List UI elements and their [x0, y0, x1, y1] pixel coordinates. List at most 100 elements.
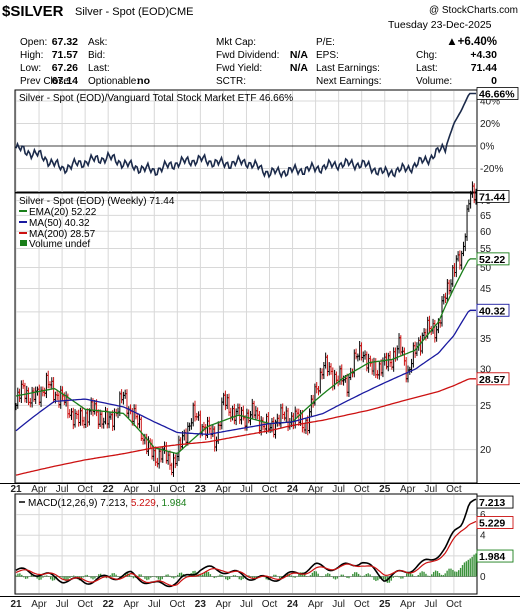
quote-label: Next Earnings: [316, 76, 382, 87]
ratio-y-tick: 20% [480, 119, 500, 130]
macd-last-value: 1.984 [479, 551, 505, 563]
x-tick-label: 21 [10, 599, 22, 610]
macd-last-value-box [476, 516, 514, 529]
legend-swatch-volume [20, 240, 27, 246]
quote-label: Optionable: [88, 76, 139, 87]
ratio-line [15, 92, 476, 179]
legend-volume: Volume undef [29, 239, 90, 250]
x-tick-label: Apr [31, 484, 47, 495]
price-last-value: 71.44 [479, 192, 505, 204]
macd-last-value: 5.229 [479, 518, 505, 530]
macd-y-tick: 6 [480, 510, 486, 521]
price-y-tick: 30 [480, 365, 492, 376]
macd-last-value-box [476, 549, 514, 563]
x-tick-label: Jul [332, 484, 345, 495]
x-tick-label: 21 [10, 484, 22, 495]
macd-title-name: MACD(12,26,9) [28, 498, 97, 509]
quote-value: no [137, 75, 150, 87]
x-tick-label: Jul [424, 599, 437, 610]
price-y-tick: 25 [480, 401, 492, 412]
x-tick-label: Jul [240, 599, 253, 610]
x-tick-label: 23 [195, 484, 207, 495]
exchange-label: CME [169, 6, 193, 18]
macd-last-value: 7.213 [479, 497, 505, 509]
quote-value: N/A [290, 62, 309, 74]
x-tick-label: Apr [308, 484, 324, 495]
legend-ema20: EMA(20) 52.22 [29, 207, 97, 218]
x-tick-label: Oct [354, 599, 370, 610]
legend-ma50: MA(50) 40.32 [29, 218, 90, 229]
legend-ma200: MA(200) 28.57 [29, 229, 96, 240]
quote-value: 67.32 [52, 36, 78, 48]
x-tick-label: 25 [379, 599, 391, 610]
quote-table: Open: 67.32 Ask: Mkt Cap: P/E: ▲+6.40% High: 71… [20, 36, 497, 87]
price-y-tick: 20 [480, 445, 492, 456]
ma-last-value: 52.22 [479, 254, 505, 266]
x-tick-label: Oct [170, 484, 186, 495]
quote-value: 67.14 [52, 75, 78, 87]
x-tick-label: Oct [262, 599, 278, 610]
x-tick-label: 22 [103, 599, 115, 610]
x-tick-label: Jul [240, 484, 253, 495]
quote-value: +4.30 [470, 49, 497, 61]
quote-label: Chg: [416, 50, 437, 61]
quote-label: P/E: [316, 37, 335, 48]
macd-title-macd: 7.213 [100, 498, 125, 509]
macd-title-text: MACD(12,26,9) 7.213, 5.229, 1.984 [28, 498, 187, 509]
quote-label: Mkt Cap: [216, 37, 256, 48]
ma-last-value: 40.32 [479, 305, 505, 317]
quote-value: 71.44 [471, 62, 497, 74]
x-tick-label: Apr [123, 599, 139, 610]
price-legend: EMA(20) 52.22 MA(50) 40.32 MA(200) 28.57… [19, 207, 97, 250]
x-tick-label: Apr [400, 484, 416, 495]
x-tick-label: 24 [287, 599, 299, 610]
macd-y-tick: 0 [480, 572, 486, 583]
x-tick-label: Apr [400, 599, 416, 610]
price-y-tick: 35 [480, 334, 492, 345]
ratio-last-value: 46.66% [479, 89, 515, 101]
ma-last-value: 28.57 [479, 374, 505, 386]
price-y-tick: 50 [480, 263, 492, 274]
ratio-last-value-box [476, 87, 519, 100]
macd-title: MACD(12,26,9) 7.213, 5.229, 1.984 [19, 498, 187, 509]
quote-label: Last Earnings: [316, 63, 380, 74]
x-tick-label: Oct [262, 484, 278, 495]
x-tick-label: Oct [354, 484, 370, 495]
x-tick-label: Jul [332, 599, 345, 610]
x-tick-label: Jul [56, 599, 69, 610]
quote-value: 67.26 [52, 62, 78, 74]
ratio-panel-title: Silver - Spot (EOD)/Vanguard Total Stock… [19, 93, 293, 104]
quote-label: Fwd Dividend: [216, 50, 279, 61]
x-tick-label: Oct [77, 484, 93, 495]
ratio-y-tick: 40% [480, 97, 500, 108]
quote-label: Low: [20, 63, 41, 74]
x-tick-label: Apr [216, 484, 232, 495]
x-tick-label: Oct [170, 599, 186, 610]
quote-value: 71.57 [52, 49, 78, 61]
quote-label: SCTR: [216, 76, 246, 87]
ma-last-value-box [476, 303, 510, 317]
quote-label: Open: [20, 37, 47, 48]
quote-label: Last: [416, 63, 438, 74]
ma-last-value-box [476, 252, 510, 266]
quote-label: Prev Close: [20, 76, 72, 87]
price-y-tick: 60 [480, 227, 492, 238]
x-tick-label: Jul [148, 484, 161, 495]
price-ma-line-0 [15, 258, 476, 455]
quote-label: Last: [88, 63, 110, 74]
macd-y-tick: 4 [480, 531, 486, 542]
x-tick-label: 25 [379, 484, 391, 495]
quote-value: ▲+6.40% [446, 36, 497, 48]
x-tick-label: 23 [195, 599, 207, 610]
quote-value: N/A [290, 49, 309, 61]
x-tick-label: Oct [77, 599, 93, 610]
x-tick-label: Jul [56, 484, 69, 495]
chart-header: $SILVER Silver - Spot (EOD) CME @ StockC… [2, 3, 518, 87]
x-tick-label: Apr [123, 484, 139, 495]
instrument-name: Silver - Spot (EOD) [75, 6, 169, 18]
price-ma-line-2 [15, 378, 476, 476]
grid-layer [15, 91, 476, 593]
price-y-tick: 55 [480, 244, 492, 255]
quote-label: Bid: [88, 50, 105, 61]
marks-layer: 21 21 Apr Apr Jul Jul Oct Oct 22 22 Apr Apr Jul Jul Oc… [10, 87, 519, 610]
